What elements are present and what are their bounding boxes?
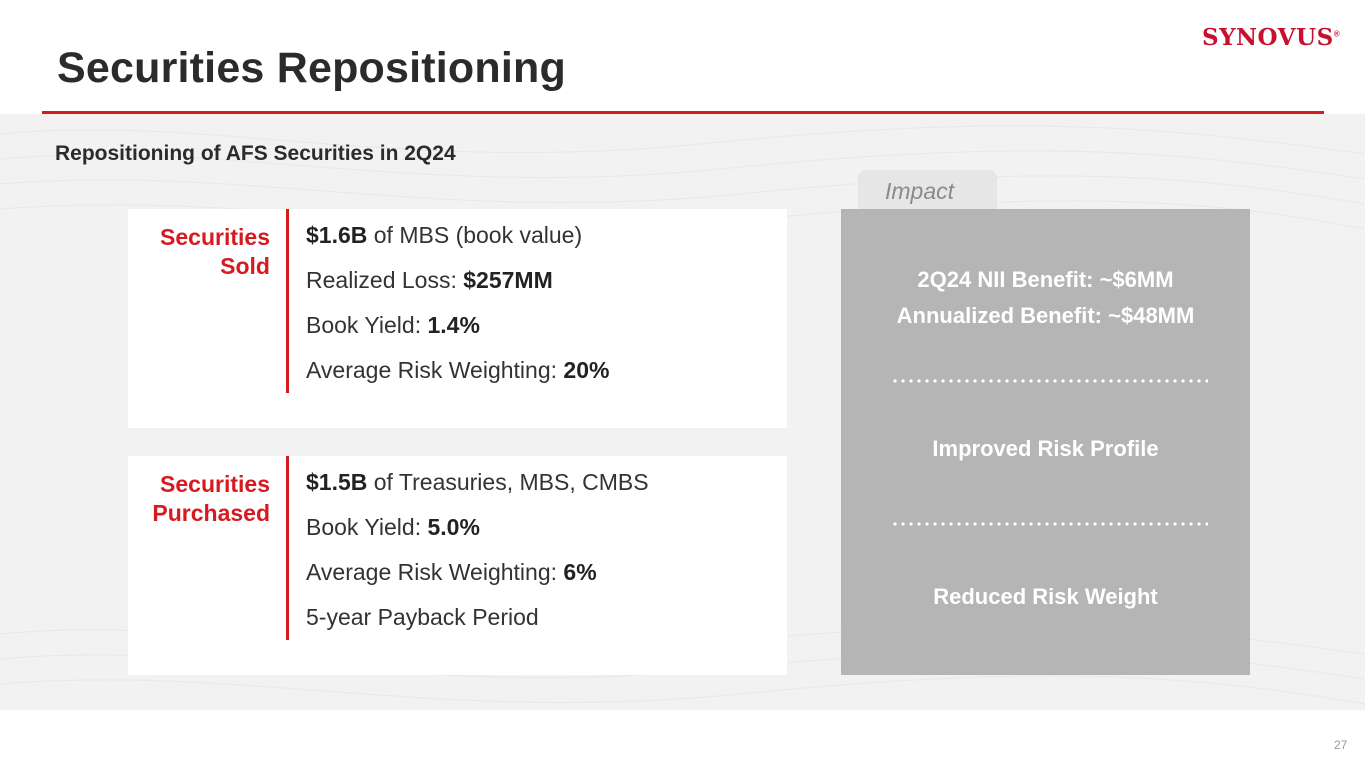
purchased-risk-weighting-line: Average Risk Weighting: 6% xyxy=(306,558,649,603)
sold-book-yield-line: Book Yield: 1.4% xyxy=(306,311,609,356)
sold-risk-weighting-line: Average Risk Weighting: 20% xyxy=(306,356,609,401)
purchased-risk-weighting-value: 6% xyxy=(563,559,597,585)
page-number: 27 xyxy=(1334,738,1348,752)
nii-benefit-text: 2Q24 NII Benefit: ~$6MM xyxy=(917,267,1174,292)
sold-realized-loss-label: Realized Loss: xyxy=(306,267,464,293)
securities-sold-divider xyxy=(286,209,289,393)
sold-risk-weighting-value: 20% xyxy=(563,357,610,383)
securities-sold-label-line1: Securities xyxy=(160,224,270,250)
sold-book-yield-value: 1.4% xyxy=(427,312,480,338)
dotted-separator xyxy=(891,522,1208,526)
sold-amount-value: $1.6B xyxy=(306,222,368,248)
securities-purchased-label-line1: Securities xyxy=(160,471,270,497)
section-subtitle: Repositioning of AFS Securities in 2Q24 xyxy=(55,142,456,165)
risk-weight-text: Reduced Risk Weight xyxy=(933,584,1158,609)
purchased-risk-weighting-label: Average Risk Weighting: xyxy=(306,559,564,585)
purchased-book-yield-line: Book Yield: 5.0% xyxy=(306,513,649,558)
dotted-separator xyxy=(891,379,1208,383)
purchased-amount-text: of Treasuries, MBS, CMBS xyxy=(367,469,649,495)
securities-sold-details: $1.6B of MBS (book value) Realized Loss:… xyxy=(306,221,609,401)
impact-risk-profile: Improved Risk Profile xyxy=(841,431,1250,467)
synovus-logo: SYNOVUS® xyxy=(1202,24,1340,51)
securities-purchased-label: Securities Purchased xyxy=(130,470,270,528)
title-divider xyxy=(42,111,1324,114)
securities-purchased-divider xyxy=(286,456,289,640)
annualized-benefit-text: Annualized Benefit: ~$48MM xyxy=(896,303,1195,328)
logo-text: SYNOVUS xyxy=(1202,24,1334,51)
sold-book-yield-label: Book Yield: xyxy=(306,312,428,338)
securities-purchased-card: Securities Purchased $1.5B of Treasuries… xyxy=(128,456,787,675)
impact-benefits: 2Q24 NII Benefit: ~$6MM Annualized Benef… xyxy=(841,262,1250,334)
page-title: Securities Repositioning xyxy=(57,44,566,92)
logo-registered-mark: ® xyxy=(1333,29,1341,39)
securities-purchased-label-line2: Purchased xyxy=(152,500,270,526)
securities-purchased-details: $1.5B of Treasuries, MBS, CMBS Book Yiel… xyxy=(306,468,649,648)
sold-realized-loss-line: Realized Loss: $257MM xyxy=(306,266,609,311)
securities-sold-label: Securities Sold xyxy=(130,223,270,281)
purchased-book-yield-value: 5.0% xyxy=(427,514,480,540)
impact-tab: Impact xyxy=(858,170,997,210)
purchased-amount-value: $1.5B xyxy=(306,469,368,495)
risk-profile-text: Improved Risk Profile xyxy=(932,436,1159,461)
securities-sold-card: Securities Sold $1.6B of MBS (book value… xyxy=(128,209,787,428)
purchased-payback-line: 5-year Payback Period xyxy=(306,604,539,630)
impact-risk-weight: Reduced Risk Weight xyxy=(841,579,1250,615)
purchased-amount-line: $1.5B of Treasuries, MBS, CMBS xyxy=(306,468,649,513)
sold-realized-loss-value: $257MM xyxy=(463,267,553,293)
sold-amount-text: of MBS (book value) xyxy=(367,222,583,248)
securities-sold-label-line2: Sold xyxy=(220,253,270,279)
purchased-book-yield-label: Book Yield: xyxy=(306,514,428,540)
sold-amount-line: $1.6B of MBS (book value) xyxy=(306,221,609,266)
impact-panel: 2Q24 NII Benefit: ~$6MM Annualized Benef… xyxy=(841,209,1250,675)
sold-risk-weighting-label: Average Risk Weighting: xyxy=(306,357,564,383)
